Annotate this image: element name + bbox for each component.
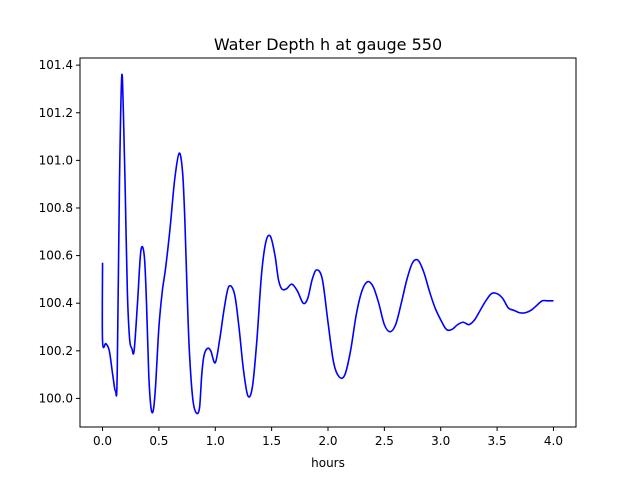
x-axis-label: hours [311, 456, 345, 470]
x-tick-label: 0.5 [149, 434, 168, 448]
y-tick-label: 100.6 [39, 249, 73, 263]
x-tick-label: 3.0 [431, 434, 450, 448]
y-tick-label: 100.0 [39, 391, 73, 405]
y-tick-label: 101.2 [39, 106, 73, 120]
chart-title: Water Depth h at gauge 550 [214, 35, 442, 54]
x-tick-label: 2.0 [318, 434, 337, 448]
y-tick-label: 100.4 [39, 296, 73, 310]
y-tick-label: 101.4 [39, 58, 73, 72]
x-tick-label: 1.5 [262, 434, 281, 448]
axes: 0.0 0.5 1.0 1.5 2.0 2.5 3.0 3.5 4.0 100.0 100.2 100… [39, 57, 577, 448]
y-tick-label: 100.8 [39, 201, 73, 215]
x-tick-label: 4.0 [544, 434, 563, 448]
x-tick-label: 0.0 [93, 434, 112, 448]
plot-area [101, 73, 554, 415]
x-tick-label: 2.5 [375, 434, 394, 448]
series-line-0 [101, 73, 554, 415]
x-tick-label: 1.0 [206, 434, 225, 448]
y-tick-label: 100.2 [39, 344, 73, 358]
y-tick-label: 101.0 [39, 153, 73, 167]
x-tick-label: 3.5 [488, 434, 507, 448]
